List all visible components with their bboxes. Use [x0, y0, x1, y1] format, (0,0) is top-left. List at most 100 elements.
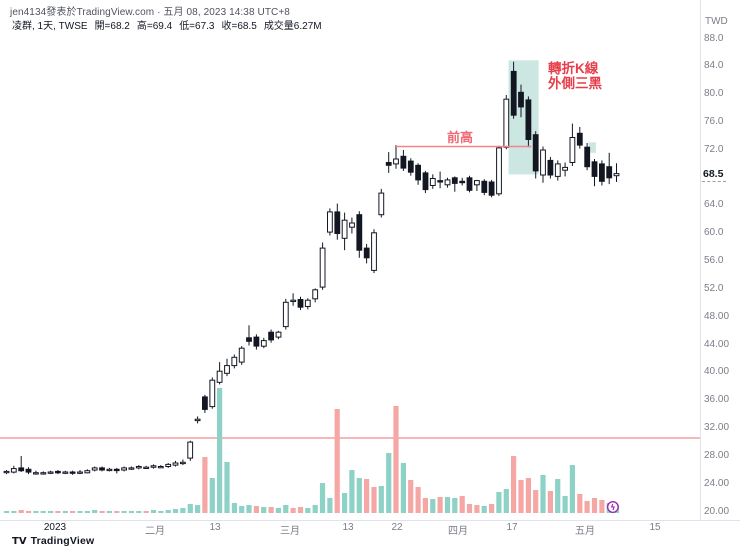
price-tick-label: 32.00 — [704, 422, 730, 433]
candle-body — [319, 247, 326, 288]
volume-bar — [555, 479, 561, 513]
volume-bar — [106, 511, 112, 513]
time-tick-label: 13 — [209, 522, 221, 533]
volume-bar — [540, 475, 546, 513]
volume-bar — [209, 478, 215, 513]
volume-bar — [349, 470, 355, 513]
volume-bar — [165, 510, 171, 513]
volume-bar — [195, 505, 201, 513]
volume-bar — [584, 501, 590, 513]
volume-bar — [327, 498, 333, 513]
volume-bar — [430, 499, 436, 513]
ohlc-open: 開=68.2 — [94, 21, 130, 32]
candle-body — [106, 468, 113, 472]
volume-bar — [496, 492, 502, 513]
candle-body — [569, 137, 576, 163]
volume-bar — [253, 506, 259, 513]
candle-body — [481, 180, 488, 193]
time-tick-label: 15 — [649, 522, 661, 533]
candle-body — [84, 470, 91, 474]
volume-bar — [466, 504, 473, 513]
time-tick-label: 2023 — [43, 522, 67, 533]
candle-body — [135, 466, 142, 469]
volume-bar — [261, 507, 267, 513]
candle-body — [55, 470, 61, 474]
volume-bar — [40, 511, 46, 513]
price-tick-label: 44.00 — [704, 338, 730, 350]
volume-bar — [305, 508, 311, 513]
price-tick-label: 88.0 — [704, 32, 724, 44]
volume-bar — [599, 500, 605, 513]
flash-marker-icon[interactable] — [606, 501, 619, 514]
volume-bar — [562, 496, 568, 513]
tradingview-footer-link[interactable]: TV TradingView — [12, 535, 94, 547]
candle-body — [496, 147, 502, 195]
time-tick-label: 二月 — [145, 526, 165, 537]
candle-body — [547, 159, 554, 176]
attribution-text: jen4134發表於TradingView.com · 五月 08, 2023 … — [10, 7, 290, 18]
price-tick-label: 76.0 — [704, 116, 724, 127]
volume-bar — [511, 456, 517, 513]
volume-bar — [591, 498, 598, 513]
volume-bar — [364, 479, 370, 513]
candle-body — [3, 470, 10, 474]
candle-body — [503, 98, 510, 148]
volume-bar — [25, 511, 32, 513]
candle-body — [393, 158, 399, 165]
volume-bar — [11, 511, 17, 513]
candle-body — [363, 247, 370, 259]
candle-body — [253, 336, 260, 347]
volume-bar — [136, 511, 142, 513]
symbol-legend: 凌群, 1天, TWSE 開=68.2 高=69.4 低=67.3 收=68.5 成交量6… — [12, 17, 329, 32]
volume-bar — [224, 462, 230, 513]
candle-body — [275, 331, 282, 338]
volume-bar — [518, 480, 524, 513]
candle-body — [128, 467, 135, 470]
price-tick-label: 24.00 — [704, 477, 730, 489]
price-tick-label: 48.00 — [704, 310, 730, 322]
candle-body — [532, 134, 539, 172]
volume-bar — [202, 457, 208, 513]
candle-body — [47, 471, 54, 474]
volume-bar — [474, 505, 480, 513]
price-tick-label: 36.00 — [704, 394, 730, 406]
volume-bar — [533, 490, 539, 513]
candle-body — [356, 214, 363, 251]
candle-body — [77, 471, 83, 474]
candle-body — [224, 365, 230, 374]
candle-body — [304, 299, 311, 308]
candle-body — [312, 289, 319, 300]
volume-bar — [172, 509, 179, 513]
volume-bar — [422, 498, 428, 513]
tradingview-brand-text: TradingView — [30, 535, 95, 547]
ohlc-high: 高=69.4 — [136, 21, 173, 32]
time-tick-label: 17 — [506, 522, 518, 533]
legend-volume: 成交量6.27M — [263, 21, 322, 32]
candle-body — [451, 177, 458, 184]
candle-body — [466, 177, 473, 191]
volume-bar — [452, 498, 458, 513]
ohlc-close: 收=68.5 — [221, 21, 257, 32]
volume-bar — [459, 496, 465, 513]
reversal-annotation: 轉折K線 外側三黑 — [548, 61, 602, 91]
candle-body — [584, 146, 591, 168]
candle-body — [165, 463, 172, 467]
tradingview-logo-icon: TV — [12, 535, 27, 547]
volume-bar — [481, 506, 487, 513]
candle-body — [99, 467, 105, 471]
volume-bar — [503, 489, 509, 513]
candle-body — [349, 222, 355, 228]
candle-body — [238, 347, 245, 363]
candle-body — [437, 180, 444, 183]
volume-bar — [371, 487, 377, 513]
candle-body — [429, 178, 436, 186]
candle-body — [113, 468, 120, 472]
candle-body — [10, 468, 17, 473]
volume-bar — [150, 510, 157, 513]
time-tick-label: 五月 — [575, 526, 595, 537]
candle-body — [474, 180, 480, 186]
price-axis-currency: TWD — [705, 16, 728, 27]
volume-bar — [70, 511, 76, 513]
